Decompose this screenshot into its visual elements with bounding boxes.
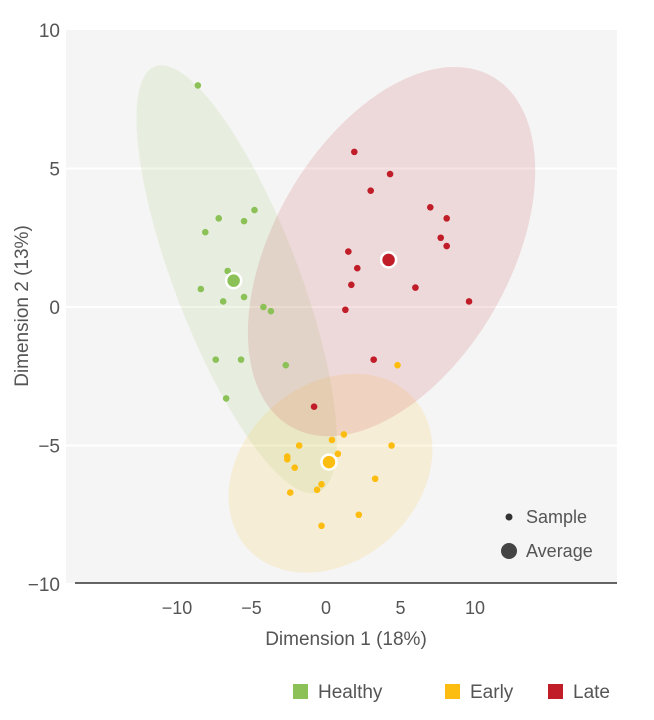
sample-point-healthy <box>240 293 248 301</box>
size-legend-average-marker <box>501 543 517 559</box>
sample-point-healthy <box>215 215 223 222</box>
sample-point-late <box>345 248 352 255</box>
y-tick-label: 5 <box>49 160 60 181</box>
y-tick-label: −5 <box>38 437 60 458</box>
sample-point-early <box>334 450 342 458</box>
sample-point-early <box>371 475 379 483</box>
size-legend-sample-label: Sample <box>526 507 587 527</box>
sample-point-early <box>313 486 321 494</box>
sample-point-healthy <box>224 267 231 275</box>
size-legend-average-label: Average <box>526 541 593 561</box>
sample-point-late <box>412 284 419 291</box>
legend-label-healthy: Healthy <box>318 682 383 703</box>
sample-point-healthy <box>212 356 220 363</box>
sample-point-late <box>427 203 434 211</box>
y-axis-label: Dimension 2 (13%) <box>12 225 33 387</box>
legend-label-early: Early <box>470 682 514 703</box>
sample-point-early <box>318 522 325 530</box>
average-point-early <box>320 453 338 471</box>
sample-point-healthy <box>237 356 245 363</box>
sample-point-healthy <box>219 298 227 305</box>
sample-point-healthy <box>267 307 275 315</box>
sample-point-late <box>310 403 318 411</box>
legend-swatch-late <box>548 684 563 699</box>
y-tick-label: −10 <box>28 575 60 596</box>
size-legend-sample-marker <box>505 513 513 521</box>
x-tick-label: −5 <box>241 598 262 618</box>
sample-point-healthy <box>222 395 230 402</box>
size-legend: Sample Average <box>501 507 593 561</box>
sample-point-late <box>443 242 450 250</box>
legend: Healthy Early Late <box>293 682 610 703</box>
sample-point-healthy <box>282 361 290 369</box>
sample-point-late <box>353 264 361 272</box>
sample-point-early <box>394 361 401 369</box>
sample-point-early <box>318 480 325 488</box>
x-tick-label: −10 <box>162 598 193 618</box>
sample-point-late <box>367 187 375 194</box>
x-tick-label: 10 <box>465 598 485 618</box>
average-point-late <box>379 251 398 269</box>
confidence-ellipse-late <box>247 66 536 437</box>
legend-swatch-healthy <box>293 684 308 699</box>
sample-point-healthy <box>197 285 205 293</box>
sample-point-early <box>328 436 336 444</box>
x-axis-label: Dimension 1 (18%) <box>265 629 427 650</box>
sample-point-early <box>283 456 291 463</box>
sample-point-late <box>465 298 473 305</box>
sample-point-late <box>351 148 358 156</box>
sample-point-early <box>295 442 303 449</box>
sample-point-late <box>443 215 450 222</box>
sample-point-healthy <box>194 82 202 89</box>
sample-point-late <box>386 170 394 178</box>
y-tick-label: 0 <box>49 298 60 319</box>
sample-point-late <box>437 234 445 242</box>
sample-point-healthy <box>260 303 267 311</box>
y-tick-label: 10 <box>39 21 60 42</box>
legend-swatch-early <box>445 684 460 699</box>
sample-point-late <box>342 306 349 314</box>
sample-point-early <box>388 442 395 449</box>
sample-point-late <box>348 281 355 289</box>
sample-point-early <box>340 431 348 438</box>
sample-point-healthy <box>251 206 258 214</box>
sample-point-early <box>286 489 294 496</box>
x-tick-label: 5 <box>395 598 405 618</box>
sample-point-healthy <box>240 217 248 225</box>
sample-point-late <box>370 356 377 363</box>
confidence-ellipse-early <box>228 373 433 573</box>
legend-label-late: Late <box>573 682 610 703</box>
sample-point-healthy <box>202 228 209 236</box>
sample-point-early <box>355 511 363 519</box>
average-point-healthy <box>224 271 243 290</box>
sample-point-early <box>291 464 299 471</box>
x-tick-label: 0 <box>321 598 331 618</box>
